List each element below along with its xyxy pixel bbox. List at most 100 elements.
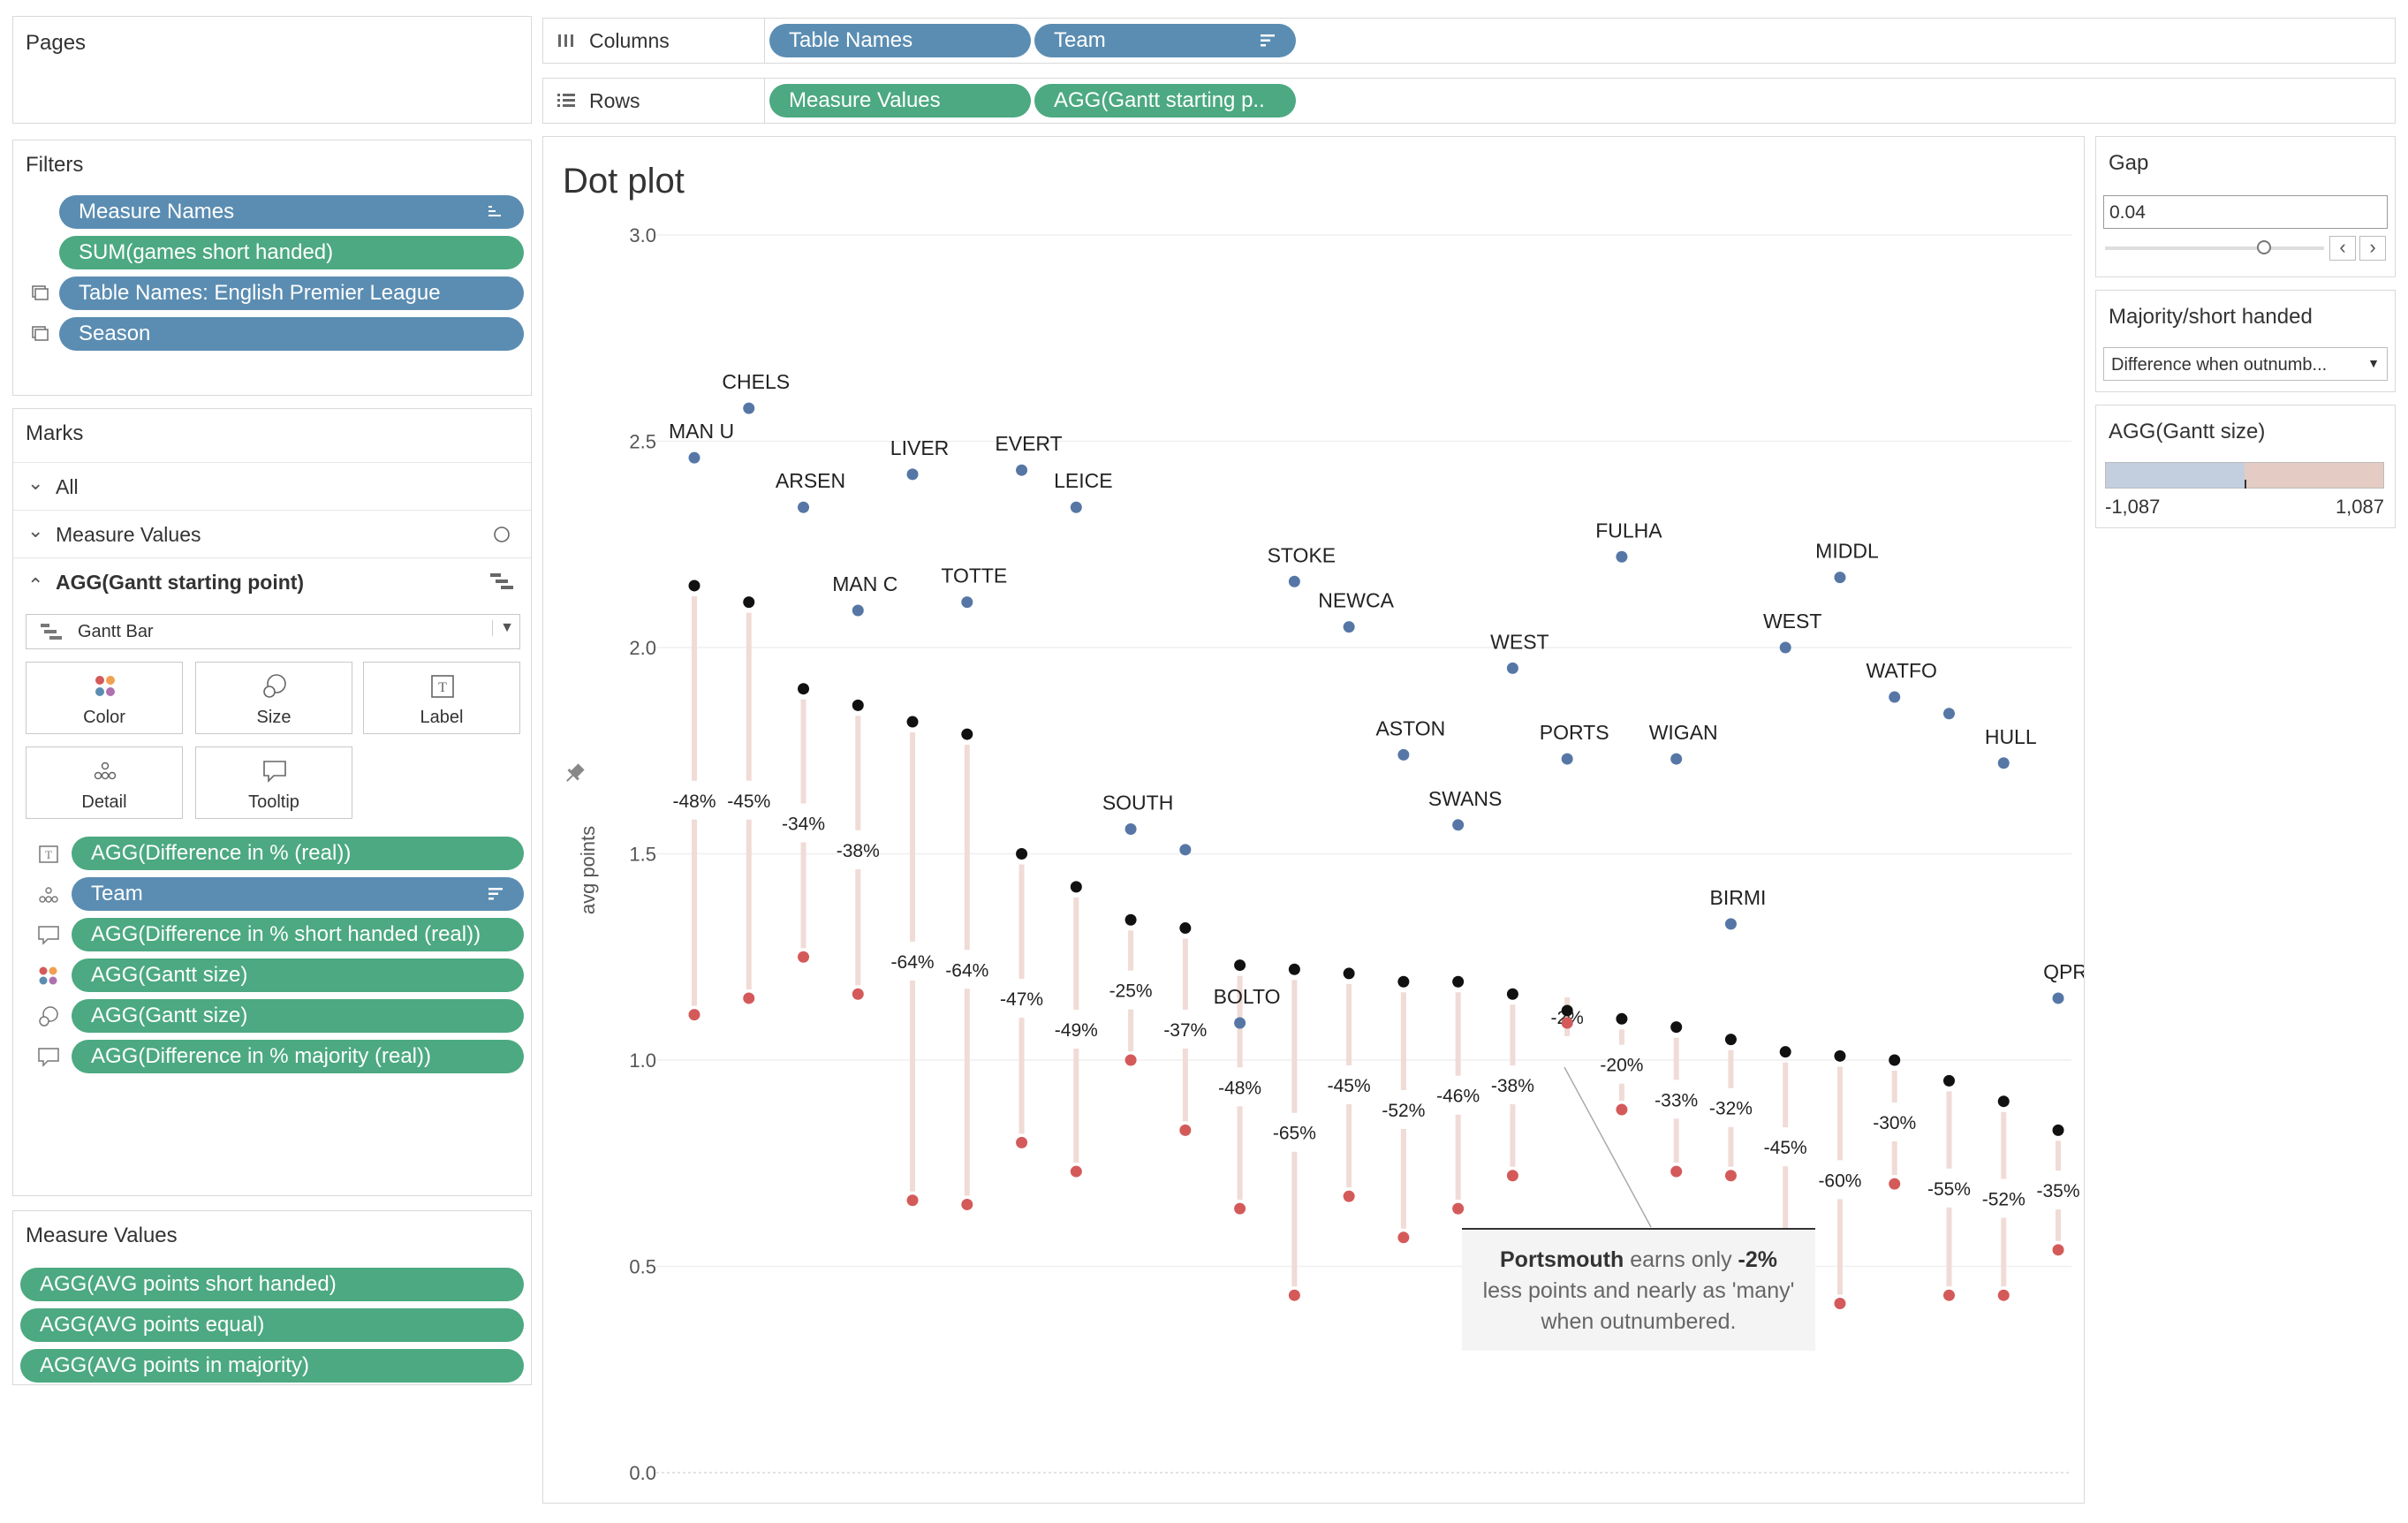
dot-short-handed xyxy=(743,992,755,1004)
percent-label: -37% xyxy=(1163,1020,1207,1041)
rows-pill-gantt-starting[interactable]: AGG(Gantt starting p.. xyxy=(1034,84,1296,117)
filter-table-names[interactable]: Table Names: English Premier League xyxy=(59,277,524,310)
measure-label: AGG(AVG points equal) xyxy=(40,1313,265,1337)
dot-majority xyxy=(1670,753,1683,765)
percent-label: -45% xyxy=(1328,1076,1371,1096)
y-tick-label: 0.5 xyxy=(629,1256,656,1278)
marks-gantt-row[interactable]: ⌃ AGG(Gantt starting point) xyxy=(13,557,531,604)
percent-label: -48% xyxy=(1218,1078,1261,1098)
dot-short-handed xyxy=(961,1198,973,1210)
dot-majority xyxy=(1397,748,1410,761)
columns-pill-team[interactable]: Team xyxy=(1034,24,1296,57)
marks-field-difference-real[interactable]: AGG(Difference in % (real)) xyxy=(72,837,524,870)
dot-short-handed xyxy=(1234,1202,1246,1215)
measure-value-majority[interactable]: AGG(AVG points in majority) xyxy=(20,1349,524,1383)
majority-title: Majority/short handed xyxy=(2109,305,2313,329)
filter-season[interactable]: Season xyxy=(59,317,524,351)
dot-majority xyxy=(1834,572,1846,584)
gridlines xyxy=(656,234,2071,1474)
percent-label: -60% xyxy=(1818,1171,1861,1191)
team-label: MAN C xyxy=(832,572,897,595)
dot-short-handed xyxy=(1397,1231,1410,1244)
dot-majority xyxy=(1234,1017,1246,1029)
rows-icon xyxy=(557,94,575,107)
detail-icon xyxy=(94,762,117,780)
field-label: AGG(Gantt size) xyxy=(91,1004,248,1027)
marks-field-gantt-size-color[interactable]: AGG(Gantt size) xyxy=(72,959,524,992)
dot-short-handed xyxy=(1561,1017,1573,1029)
columns-label: Columns xyxy=(589,29,670,52)
chevron-up-icon: ⌃ xyxy=(27,574,44,596)
svg-text:T: T xyxy=(45,848,52,861)
measure-value-short-handed[interactable]: AGG(AVG points short handed) xyxy=(20,1268,524,1301)
pin-icon xyxy=(566,763,585,782)
dot-majority xyxy=(1616,550,1628,563)
marks-field-difference-short-handed[interactable]: AGG(Difference in % short handed (real)) xyxy=(72,918,524,951)
filter-measure-names[interactable]: Measure Names xyxy=(59,195,524,229)
percent-labels: -48% -45% -34% -38% -64% -64% -47% -49% -25% -37%… xyxy=(672,792,2079,1210)
columns-pill-table-names[interactable]: Table Names xyxy=(769,24,1031,57)
percent-label: -20% xyxy=(1600,1056,1643,1076)
percent-label: -52% xyxy=(1982,1189,2026,1209)
gap-slider-handle[interactable] xyxy=(2257,240,2271,254)
dot-equal xyxy=(1670,1021,1683,1034)
percent-label: -52% xyxy=(1382,1101,1425,1121)
label-label: Label xyxy=(420,708,464,727)
marks-field-difference-majority[interactable]: AGG(Difference in % majority (real)) xyxy=(72,1040,524,1073)
gantt-mark-icon xyxy=(490,573,513,589)
detail-button[interactable]: Detail xyxy=(26,746,183,819)
dot-majority xyxy=(1724,918,1737,930)
tooltip-button[interactable]: Tooltip xyxy=(195,746,352,819)
mark-type-value: Gantt Bar xyxy=(78,622,154,641)
dot-short-handed xyxy=(1288,1289,1300,1301)
annotation-bold2: -2% xyxy=(1738,1247,1777,1272)
size-button[interactable]: Size xyxy=(195,662,352,734)
dot-majority xyxy=(1506,662,1518,674)
marks-all-label: All xyxy=(56,475,79,498)
annotation-leader xyxy=(1564,1066,1652,1228)
label-button[interactable]: T Label xyxy=(363,662,520,734)
y-tick-label: 1.0 xyxy=(629,1049,656,1072)
team-label: HULL xyxy=(1985,725,2037,748)
y-ticks: 0.0 0.5 1.0 1.5 2.0 2.5 3.0 xyxy=(629,224,656,1484)
filter-label: Season xyxy=(79,322,151,345)
dot-short-handed xyxy=(1724,1170,1737,1182)
annotation-line3: when outnumbered. xyxy=(1541,1309,1737,1334)
percent-label: -35% xyxy=(2036,1181,2079,1201)
percent-label: -55% xyxy=(1927,1179,1971,1200)
team-label: FULHA xyxy=(1595,519,1662,542)
gap-increment-button[interactable]: › xyxy=(2359,236,2386,261)
marks-field-gantt-size-size[interactable]: AGG(Gantt size) xyxy=(72,999,524,1033)
label-field-icon: T xyxy=(39,845,58,863)
gantt-size-max: 1,087 xyxy=(2335,496,2384,518)
marks-field-team[interactable]: Team xyxy=(72,877,524,911)
color-icon xyxy=(95,676,115,696)
marks-title: Marks xyxy=(26,421,84,445)
tooltip-field-icon xyxy=(38,926,59,945)
majority-dropdown[interactable]: Difference when outnumb... ▼ xyxy=(2103,347,2388,381)
mark-type-dropdown[interactable]: Gantt Bar ▼ xyxy=(26,614,520,649)
dot-equal xyxy=(1724,1034,1737,1046)
marks-all-row[interactable]: ⌄ All xyxy=(13,462,531,509)
rows-pill-measure-values[interactable]: Measure Values xyxy=(769,84,1031,117)
field-label: AGG(Difference in % (real)) xyxy=(91,841,352,865)
dot-majority xyxy=(906,468,919,481)
marks-measure-values-row[interactable]: ⌄ Measure Values xyxy=(13,510,531,557)
filter-games-short-handed[interactable]: SUM(games short handed) xyxy=(59,236,524,269)
annotation-box xyxy=(1462,1229,1815,1351)
gap-slider-track[interactable] xyxy=(2105,246,2324,250)
chevron-right-icon: › xyxy=(2369,236,2376,258)
team-label: ARSEN xyxy=(776,469,845,492)
color-button[interactable]: Color xyxy=(26,662,183,734)
dot-equal xyxy=(1070,881,1082,893)
team-label: LEICE xyxy=(1054,469,1112,492)
gap-decrement-button[interactable]: ‹ xyxy=(2329,236,2356,261)
measure-value-equal[interactable]: AGG(AVG points equal) xyxy=(20,1308,524,1342)
gap-title: Gap xyxy=(2109,151,2149,175)
size-label: Size xyxy=(256,708,292,727)
measure-values-card: Measure Values AGG(AVG points short hand… xyxy=(12,1210,532,1385)
y-axis-label: avg points xyxy=(577,826,599,914)
dot-equal xyxy=(1834,1049,1846,1062)
percent-label: -45% xyxy=(1764,1138,1807,1158)
gap-input[interactable]: 0.04 xyxy=(2103,195,2388,229)
